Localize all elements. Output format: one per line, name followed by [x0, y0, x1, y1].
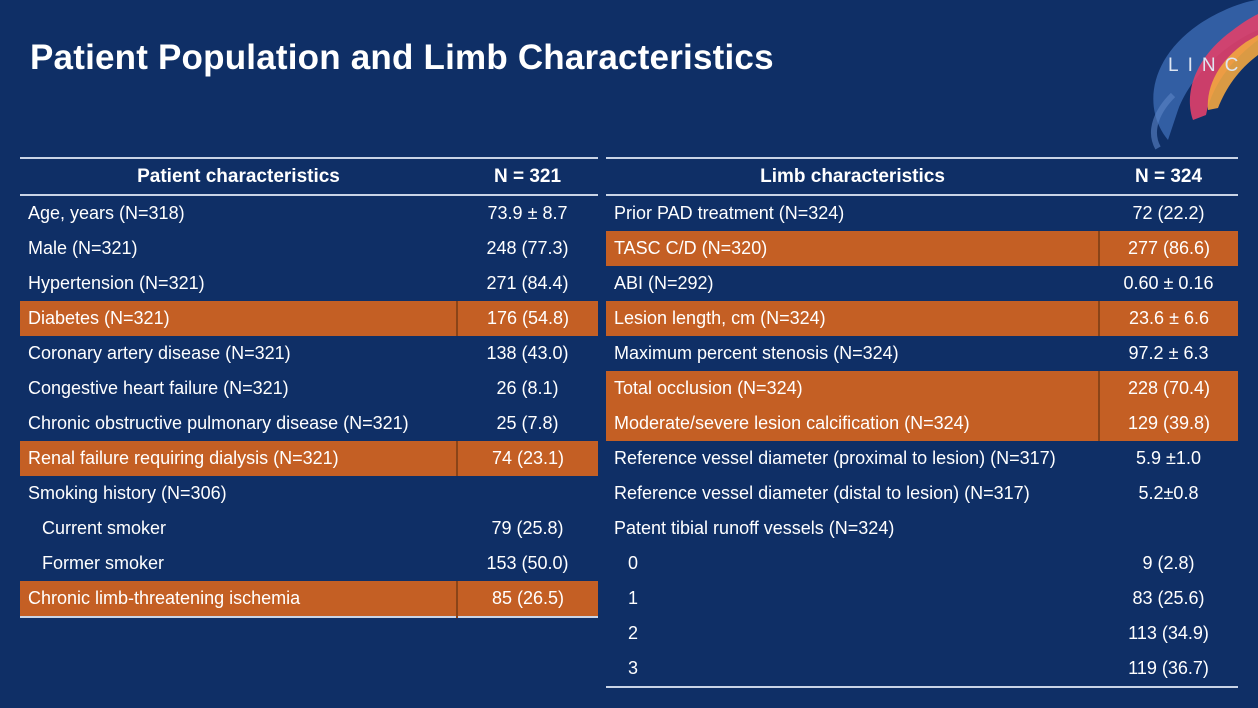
row-value [457, 476, 598, 511]
table-row: Lesion length, cm (N=324) 23.6 ± 6.6 [606, 301, 1238, 336]
row-value: 138 (43.0) [486, 343, 569, 363]
table-row: Smoking history (N=306) [20, 476, 598, 511]
row-value: 113 (34.9) [1128, 623, 1209, 643]
row-label: 2 [628, 623, 639, 643]
row-value: 83 (25.6) [1132, 588, 1205, 608]
row-value: 26 (8.1) [496, 378, 559, 398]
row-label: 0 [628, 553, 639, 573]
column-header-value: N = 324 [1099, 158, 1238, 196]
row-label: Lesion length, cm (N=324) [606, 301, 1099, 336]
column-header-label: Limb characteristics [606, 158, 1099, 196]
row-label: Maximum percent stenosis (N=324) [614, 343, 899, 363]
row-label: Hypertension (N=321) [28, 273, 205, 293]
table-row: Coronary artery disease (N=321) 138 (43.0… [20, 336, 598, 371]
row-value: 5.9 ±1.0 [1136, 448, 1201, 468]
table-row: 1 83 (25.6) [606, 581, 1238, 616]
row-value: 248 (77.3) [486, 238, 569, 258]
slide-title: Patient Population and Limb Characterist… [30, 38, 774, 77]
row-label: Coronary artery disease (N=321) [28, 343, 291, 363]
linc-logo-icon [1151, 0, 1258, 150]
table-row: Male (N=321) 248 (77.3) [20, 231, 598, 266]
table-row: Renal failure requiring dialysis (N=321)… [20, 441, 598, 476]
table-row: Reference vessel diameter (proximal to l… [606, 441, 1238, 476]
table-row: Former smoker 153 (50.0) [20, 546, 598, 581]
table-row: TASC C/D (N=320) 277 (86.6) [606, 231, 1238, 266]
row-label: Chronic obstructive pulmonary disease (N… [28, 413, 409, 433]
row-label: Patent tibial runoff vessels (N=324) [614, 518, 895, 538]
table-row: 3 119 (36.7) [606, 651, 1238, 687]
row-label: 3 [628, 658, 639, 678]
row-value: 72 (22.2) [1132, 203, 1205, 223]
row-value: 176 (54.8) [456, 301, 598, 336]
table-row: Diabetes (N=321) 176 (54.8) [20, 301, 598, 336]
table-row: Prior PAD treatment (N=324) 72 (22.2) [606, 195, 1238, 231]
row-value: 271 (84.4) [486, 273, 569, 293]
table-row: Current smoker 79 (25.8) [20, 511, 598, 546]
row-label: Age, years (N=318) [28, 203, 185, 223]
row-value: 73.9 ± 8.7 [487, 203, 568, 223]
row-label: Chronic limb-threatening ischemia [20, 581, 457, 617]
table-row: Hypertension (N=321) 271 (84.4) [20, 266, 598, 301]
row-value: 85 (26.5) [456, 581, 598, 617]
row-value: 97.2 ± 6.3 [1128, 343, 1209, 363]
row-label: Prior PAD treatment (N=324) [614, 203, 845, 223]
table-row: 0 9 (2.8) [606, 546, 1238, 581]
limb-characteristics-table: Limb characteristics N = 324 Prior PAD t… [606, 157, 1238, 688]
row-label: Smoking history (N=306) [28, 483, 227, 503]
table-row: Maximum percent stenosis (N=324) 97.2 ± 6… [606, 336, 1238, 371]
table-row: Moderate/severe lesion calcification (N=… [606, 406, 1238, 441]
row-label: Male (N=321) [28, 238, 138, 258]
row-label: 1 [628, 588, 639, 608]
table-row: Age, years (N=318) 73.9 ± 8.7 [20, 195, 598, 231]
patient-characteristics-table: Patient characteristics N = 321 Age, yea… [20, 157, 598, 618]
table-row: Chronic obstructive pulmonary disease (N… [20, 406, 598, 441]
row-value: 74 (23.1) [456, 441, 598, 476]
table-row: Reference vessel diameter (distal to les… [606, 476, 1238, 511]
row-label: TASC C/D (N=320) [606, 231, 1099, 266]
row-label: Congestive heart failure (N=321) [28, 378, 289, 398]
row-label: Former smoker [42, 553, 165, 573]
table-row: 2 113 (34.9) [606, 616, 1238, 651]
column-header-label: Patient characteristics [20, 158, 457, 196]
row-value: 5.2±0.8 [1138, 483, 1199, 503]
table-row: Total occlusion (N=324) 228 (70.4) [606, 371, 1238, 406]
row-label: Moderate/severe lesion calcification (N=… [606, 406, 1099, 441]
table-header-row: Patient characteristics N = 321 [20, 158, 598, 196]
logo-text: LINC [1168, 55, 1248, 76]
row-value [1099, 511, 1238, 546]
row-label: ABI (N=292) [614, 273, 714, 293]
row-label: Diabetes (N=321) [20, 301, 457, 336]
row-label: Current smoker [42, 518, 167, 538]
row-value: 0.60 ± 0.16 [1123, 273, 1214, 293]
row-value: 79 (25.8) [491, 518, 564, 538]
table-row: Patent tibial runoff vessels (N=324) [606, 511, 1238, 546]
table-row: Chronic limb-threatening ischemia 85 (26.… [20, 581, 598, 617]
table-row: ABI (N=292) 0.60 ± 0.16 [606, 266, 1238, 301]
column-header-value: N = 321 [457, 158, 598, 196]
table-row: Congestive heart failure (N=321) 26 (8.1) [20, 371, 598, 406]
row-value: 25 (7.8) [496, 413, 559, 433]
row-value: 153 (50.0) [486, 553, 569, 573]
row-label: Reference vessel diameter (distal to les… [614, 483, 1030, 503]
row-value: 119 (36.7) [1128, 658, 1209, 678]
row-label: Total occlusion (N=324) [606, 371, 1099, 406]
row-label: Renal failure requiring dialysis (N=321) [20, 441, 457, 476]
table-header-row: Limb characteristics N = 324 [606, 158, 1238, 196]
row-label: Reference vessel diameter (proximal to l… [614, 448, 1056, 468]
row-value: 23.6 ± 6.6 [1098, 301, 1238, 336]
row-value: 228 (70.4) [1098, 371, 1238, 406]
row-value: 277 (86.6) [1098, 231, 1238, 266]
row-value: 129 (39.8) [1098, 406, 1238, 441]
row-value: 9 (2.8) [1142, 553, 1195, 573]
